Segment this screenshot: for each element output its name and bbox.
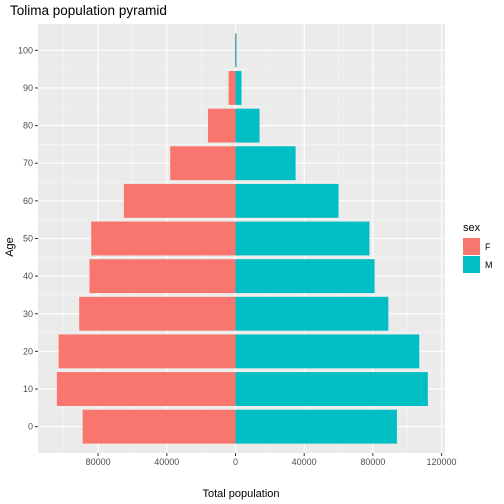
y-tick-label: 30 — [23, 309, 33, 319]
x-tick-label: 40000 — [154, 457, 179, 467]
bar-m-age-100 — [235, 33, 237, 68]
bar-m-age-40 — [235, 259, 375, 294]
bar-f-age-90 — [228, 71, 236, 105]
y-axis-title: Age — [4, 237, 16, 257]
bar-m-age-60 — [235, 183, 339, 218]
legend-swatch-f — [463, 238, 480, 255]
minor-gridlines — [38, 24, 445, 453]
x-tick-label: 120000 — [427, 457, 457, 467]
bar-f-age-30 — [79, 296, 236, 331]
bars — [56, 33, 428, 444]
bar-f-age-100 — [234, 33, 236, 68]
y-tick-label: 100 — [18, 45, 33, 55]
bar-f-age-20 — [58, 334, 236, 369]
bar-f-age-0 — [82, 409, 236, 444]
bar-m-age-30 — [235, 296, 389, 331]
y-tick-label: 60 — [23, 196, 33, 206]
bar-m-age-10 — [235, 372, 428, 406]
y-tick-label: 20 — [23, 346, 33, 356]
chart-title: Tolima population pyramid — [10, 3, 167, 18]
legend-title: sex — [463, 222, 481, 234]
bar-f-age-70 — [170, 146, 236, 181]
bar-m-age-70 — [235, 146, 296, 181]
bar-f-age-50 — [91, 221, 236, 256]
bar-m-age-90 — [235, 71, 242, 105]
legend-label-f: F — [485, 242, 491, 252]
y-tick-label: 50 — [23, 234, 33, 244]
y-tick-label: 10 — [23, 384, 33, 394]
legend-label-m: M — [485, 260, 493, 270]
y-axis-ticks: 0 10 20 30 40 50 60 70 80 90 100 — [18, 45, 38, 432]
bar-m-age-0 — [235, 409, 397, 444]
bar-f-age-10 — [56, 372, 236, 406]
bar-f-age-80 — [208, 108, 236, 143]
legend-swatch-m — [463, 256, 480, 273]
y-tick-label: 80 — [23, 121, 33, 131]
y-tick-label: 40 — [23, 271, 33, 281]
y-tick-label: 0 — [28, 422, 33, 432]
bar-m-age-80 — [235, 108, 260, 143]
x-tick-label: 0 — [233, 457, 238, 467]
bar-f-age-40 — [89, 259, 236, 294]
x-tick-label: 80000 — [360, 457, 385, 467]
y-tick-label: 70 — [23, 158, 33, 168]
x-axis-title: Total population — [202, 488, 279, 500]
x-tick-label: 80000 — [86, 457, 111, 467]
bar-m-age-20 — [235, 334, 420, 369]
x-tick-label: 40000 — [292, 457, 317, 467]
bar-m-age-50 — [235, 221, 370, 256]
y-tick-label: 90 — [23, 83, 33, 93]
bar-f-age-60 — [123, 183, 236, 218]
x-axis-ticks: 80000 40000 0 40000 80000 120000 — [86, 453, 457, 467]
legend: sex F M — [463, 222, 493, 273]
